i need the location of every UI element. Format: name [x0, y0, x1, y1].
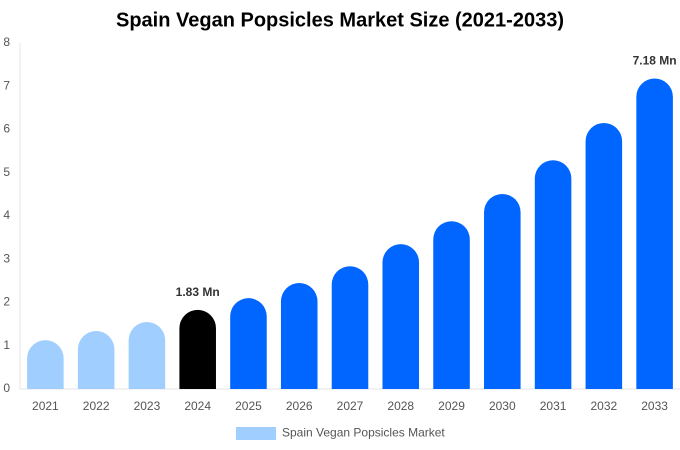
x-tick-label: 2023	[134, 399, 161, 413]
bar	[128, 321, 166, 389]
bar	[382, 244, 420, 389]
x-tick-label: 2029	[438, 399, 465, 413]
y-tick-label: 4	[3, 208, 10, 222]
bar	[484, 193, 521, 389]
x-tick-label: 2026	[286, 399, 313, 413]
chart-title: Spain Vegan Popsicles Market Size (2021-…	[116, 9, 564, 31]
bar	[230, 298, 267, 389]
y-tick-label: 2	[3, 295, 10, 309]
y-tick-label: 0	[3, 381, 10, 395]
legend-label: Spain Vegan Popsicles Market	[282, 426, 445, 440]
bar	[636, 78, 673, 390]
x-tick-label: 2032	[590, 399, 617, 413]
x-tick-label: 2033	[641, 399, 668, 413]
x-tick-label: 2021	[32, 399, 59, 413]
value-label: 1.83 Mn	[176, 285, 220, 299]
x-tick-label: 2031	[540, 399, 567, 413]
y-tick-label: 6	[3, 122, 10, 136]
legend-swatch	[236, 427, 276, 440]
bar	[179, 309, 216, 389]
y-tick-label: 5	[3, 165, 10, 179]
x-tick-label: 2028	[387, 399, 414, 413]
x-tick-label: 2030	[489, 399, 516, 413]
bar	[534, 160, 572, 389]
value-label: 7.18 Mn	[633, 54, 677, 68]
x-tick-label: 2022	[83, 399, 110, 413]
bar	[331, 266, 369, 389]
y-tick-label: 7	[3, 78, 10, 92]
x-tick-label: 2027	[337, 399, 364, 413]
y-tick-label: 1	[3, 338, 10, 352]
bar	[433, 221, 470, 389]
x-tick-label: 2024	[184, 399, 211, 413]
x-tick-label: 2025	[235, 399, 262, 413]
bar	[27, 340, 64, 389]
bar	[280, 283, 318, 389]
y-tick-label: 8	[3, 35, 10, 49]
y-tick-label: 3	[3, 251, 10, 265]
bar	[585, 123, 623, 389]
bar	[77, 331, 115, 389]
